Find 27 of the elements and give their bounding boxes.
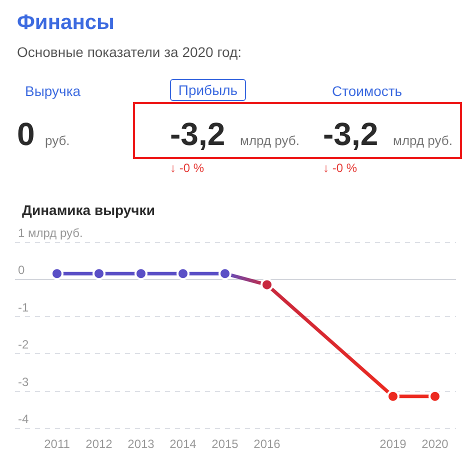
text: ↓ -0 %: [323, 161, 358, 175]
text: Выручка: [25, 83, 81, 99]
x-tick-label: 2016: [254, 437, 281, 451]
text: млрд руб.: [240, 133, 300, 148]
text: руб.: [45, 133, 70, 148]
text: Основные показатели за 2020 год:: [17, 44, 242, 60]
text: млрд руб.: [393, 133, 452, 148]
text: Финансы: [17, 11, 114, 34]
text: ↓ -0 %: [170, 161, 204, 175]
chart-title: Динамика выручки: [22, 202, 155, 218]
tab-button[interactable]: Прибыль: [170, 79, 246, 101]
text: Стоимость: [332, 83, 402, 99]
text: -3,2: [323, 116, 378, 152]
text: -3,2: [170, 116, 226, 152]
y-tick-label: -1: [18, 300, 29, 314]
y-tick-label: 1 млрд руб.: [18, 226, 83, 240]
x-tick-label: 2019: [380, 437, 407, 451]
x-tick-label: 2011: [44, 437, 70, 451]
x-tick-label: 2020: [422, 437, 449, 451]
x-tick-label: 2012: [86, 437, 113, 451]
y-tick-label: -4: [18, 412, 29, 426]
x-tick-label: 2015: [212, 437, 239, 451]
y-tick-label: -3: [18, 374, 29, 389]
y-tick-label: -2: [18, 338, 29, 352]
x-tick-label: 2014: [170, 437, 197, 451]
x-tick-label: 2013: [128, 437, 155, 451]
y-tick-label: 0: [18, 263, 25, 278]
